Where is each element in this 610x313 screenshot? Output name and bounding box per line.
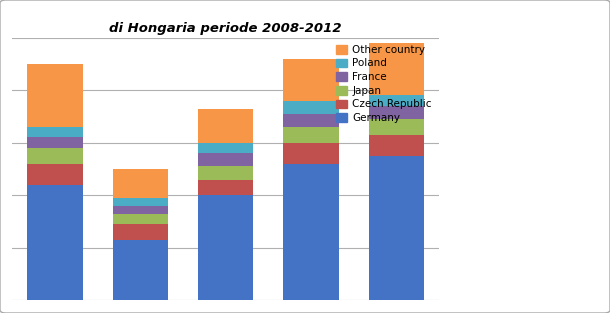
Bar	[283, 101, 339, 114]
Bar	[198, 195, 254, 300]
Bar	[27, 64, 83, 127]
Legend: Other country, Poland, France, Japan, Czech Republic, Germany: Other country, Poland, France, Japan, Cz…	[334, 43, 434, 125]
Bar	[368, 43, 425, 95]
Bar	[113, 214, 168, 224]
Bar	[27, 127, 83, 137]
Bar	[113, 169, 168, 198]
Bar	[113, 206, 168, 214]
Bar	[113, 224, 168, 240]
Bar	[27, 164, 83, 185]
Bar	[283, 114, 339, 127]
Bar	[283, 59, 339, 101]
Title: di Hongaria periode 2008-2012: di Hongaria periode 2008-2012	[109, 22, 342, 35]
Bar	[27, 185, 83, 300]
Bar	[198, 167, 254, 180]
Bar	[198, 153, 254, 167]
Bar	[368, 156, 425, 300]
Bar	[198, 109, 254, 143]
Bar	[368, 135, 425, 156]
Bar	[283, 164, 339, 300]
Bar	[113, 240, 168, 300]
Bar	[368, 95, 425, 106]
Bar	[27, 137, 83, 148]
Bar	[368, 106, 425, 119]
Bar	[368, 119, 425, 135]
Bar	[27, 148, 83, 164]
Bar	[113, 198, 168, 206]
Bar	[283, 143, 339, 164]
Bar	[198, 143, 254, 153]
Bar	[283, 127, 339, 143]
Bar	[198, 180, 254, 195]
